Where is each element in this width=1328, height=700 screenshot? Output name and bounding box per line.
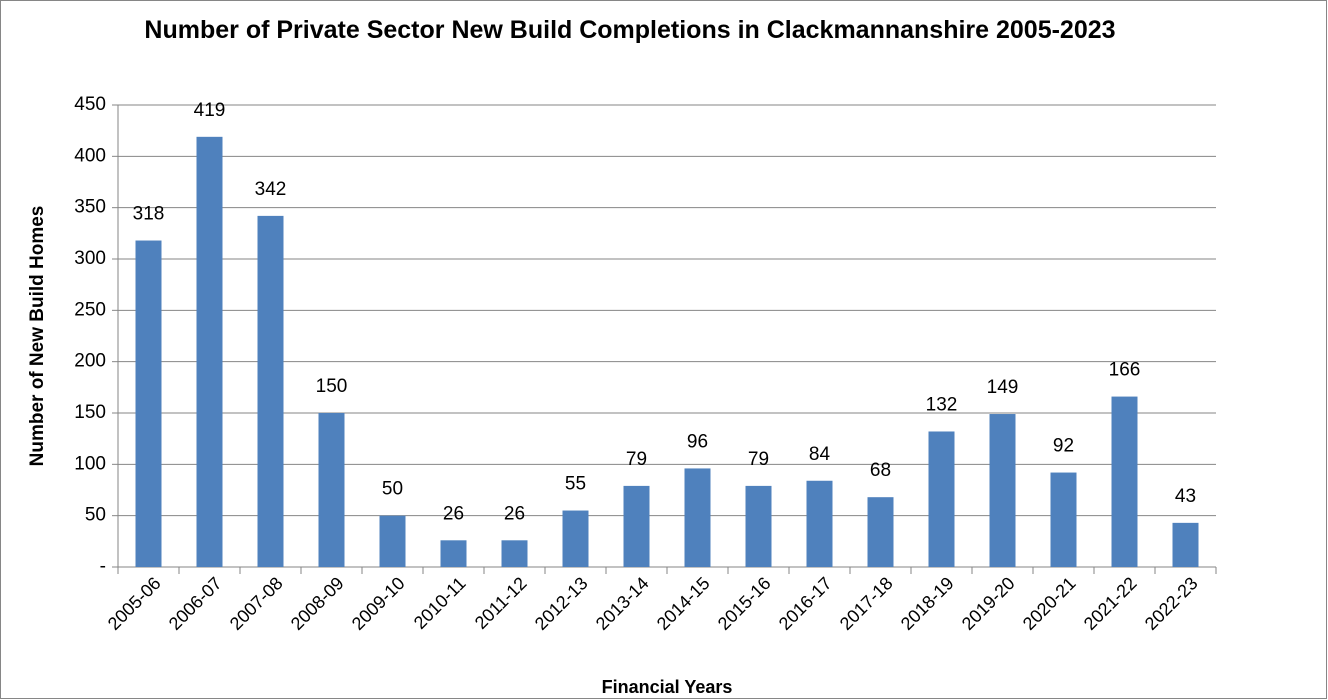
- data-label: 149: [987, 377, 1019, 398]
- bar: [623, 485, 650, 567]
- y-tick-label: 350: [74, 197, 106, 218]
- data-label: 166: [1109, 360, 1141, 381]
- data-label: 419: [194, 100, 226, 121]
- bar: [440, 540, 467, 567]
- bar: [684, 468, 711, 567]
- bar: [989, 414, 1016, 567]
- data-label: 150: [316, 376, 348, 397]
- bar: [928, 431, 955, 567]
- y-tick-label: 200: [74, 351, 106, 372]
- bar: [501, 540, 528, 567]
- data-label: 79: [626, 449, 647, 470]
- data-label: 342: [255, 179, 287, 200]
- y-tick-label: 300: [74, 248, 106, 269]
- data-label: 132: [926, 394, 958, 415]
- bar: [196, 136, 223, 567]
- bar: [1172, 522, 1199, 567]
- bar: [745, 485, 772, 567]
- bar: [1111, 396, 1138, 567]
- y-tick-label: 400: [74, 145, 106, 166]
- bar: [318, 413, 345, 567]
- bar: [562, 510, 589, 567]
- data-label: 43: [1175, 486, 1196, 507]
- y-tick-label: -: [100, 556, 106, 577]
- data-label: 96: [687, 431, 708, 452]
- bar: [867, 497, 894, 567]
- data-label: 50: [382, 479, 403, 500]
- y-tick-label: 50: [85, 505, 106, 526]
- data-label: 68: [870, 460, 891, 481]
- data-label: 55: [565, 474, 586, 495]
- bar: [1050, 472, 1077, 567]
- y-tick-label: 250: [74, 299, 106, 320]
- data-label: 26: [504, 503, 525, 524]
- y-tick-label: 100: [74, 453, 106, 474]
- data-label: 92: [1053, 436, 1074, 457]
- bar: [379, 515, 406, 567]
- bar: [135, 240, 162, 567]
- y-tick-label: 450: [74, 94, 106, 115]
- data-label: 26: [443, 503, 464, 524]
- data-label: 84: [809, 444, 831, 465]
- x-axis-label: Financial Years: [602, 677, 733, 697]
- bar: [806, 480, 833, 567]
- y-tick-label: 150: [74, 402, 106, 423]
- data-label: 318: [133, 204, 165, 225]
- data-label: 79: [748, 449, 769, 470]
- y-axis-label: Number of New Build Homes: [27, 206, 48, 467]
- chart-title: Number of Private Sector New Build Compl…: [144, 16, 1116, 44]
- bar: [257, 215, 284, 567]
